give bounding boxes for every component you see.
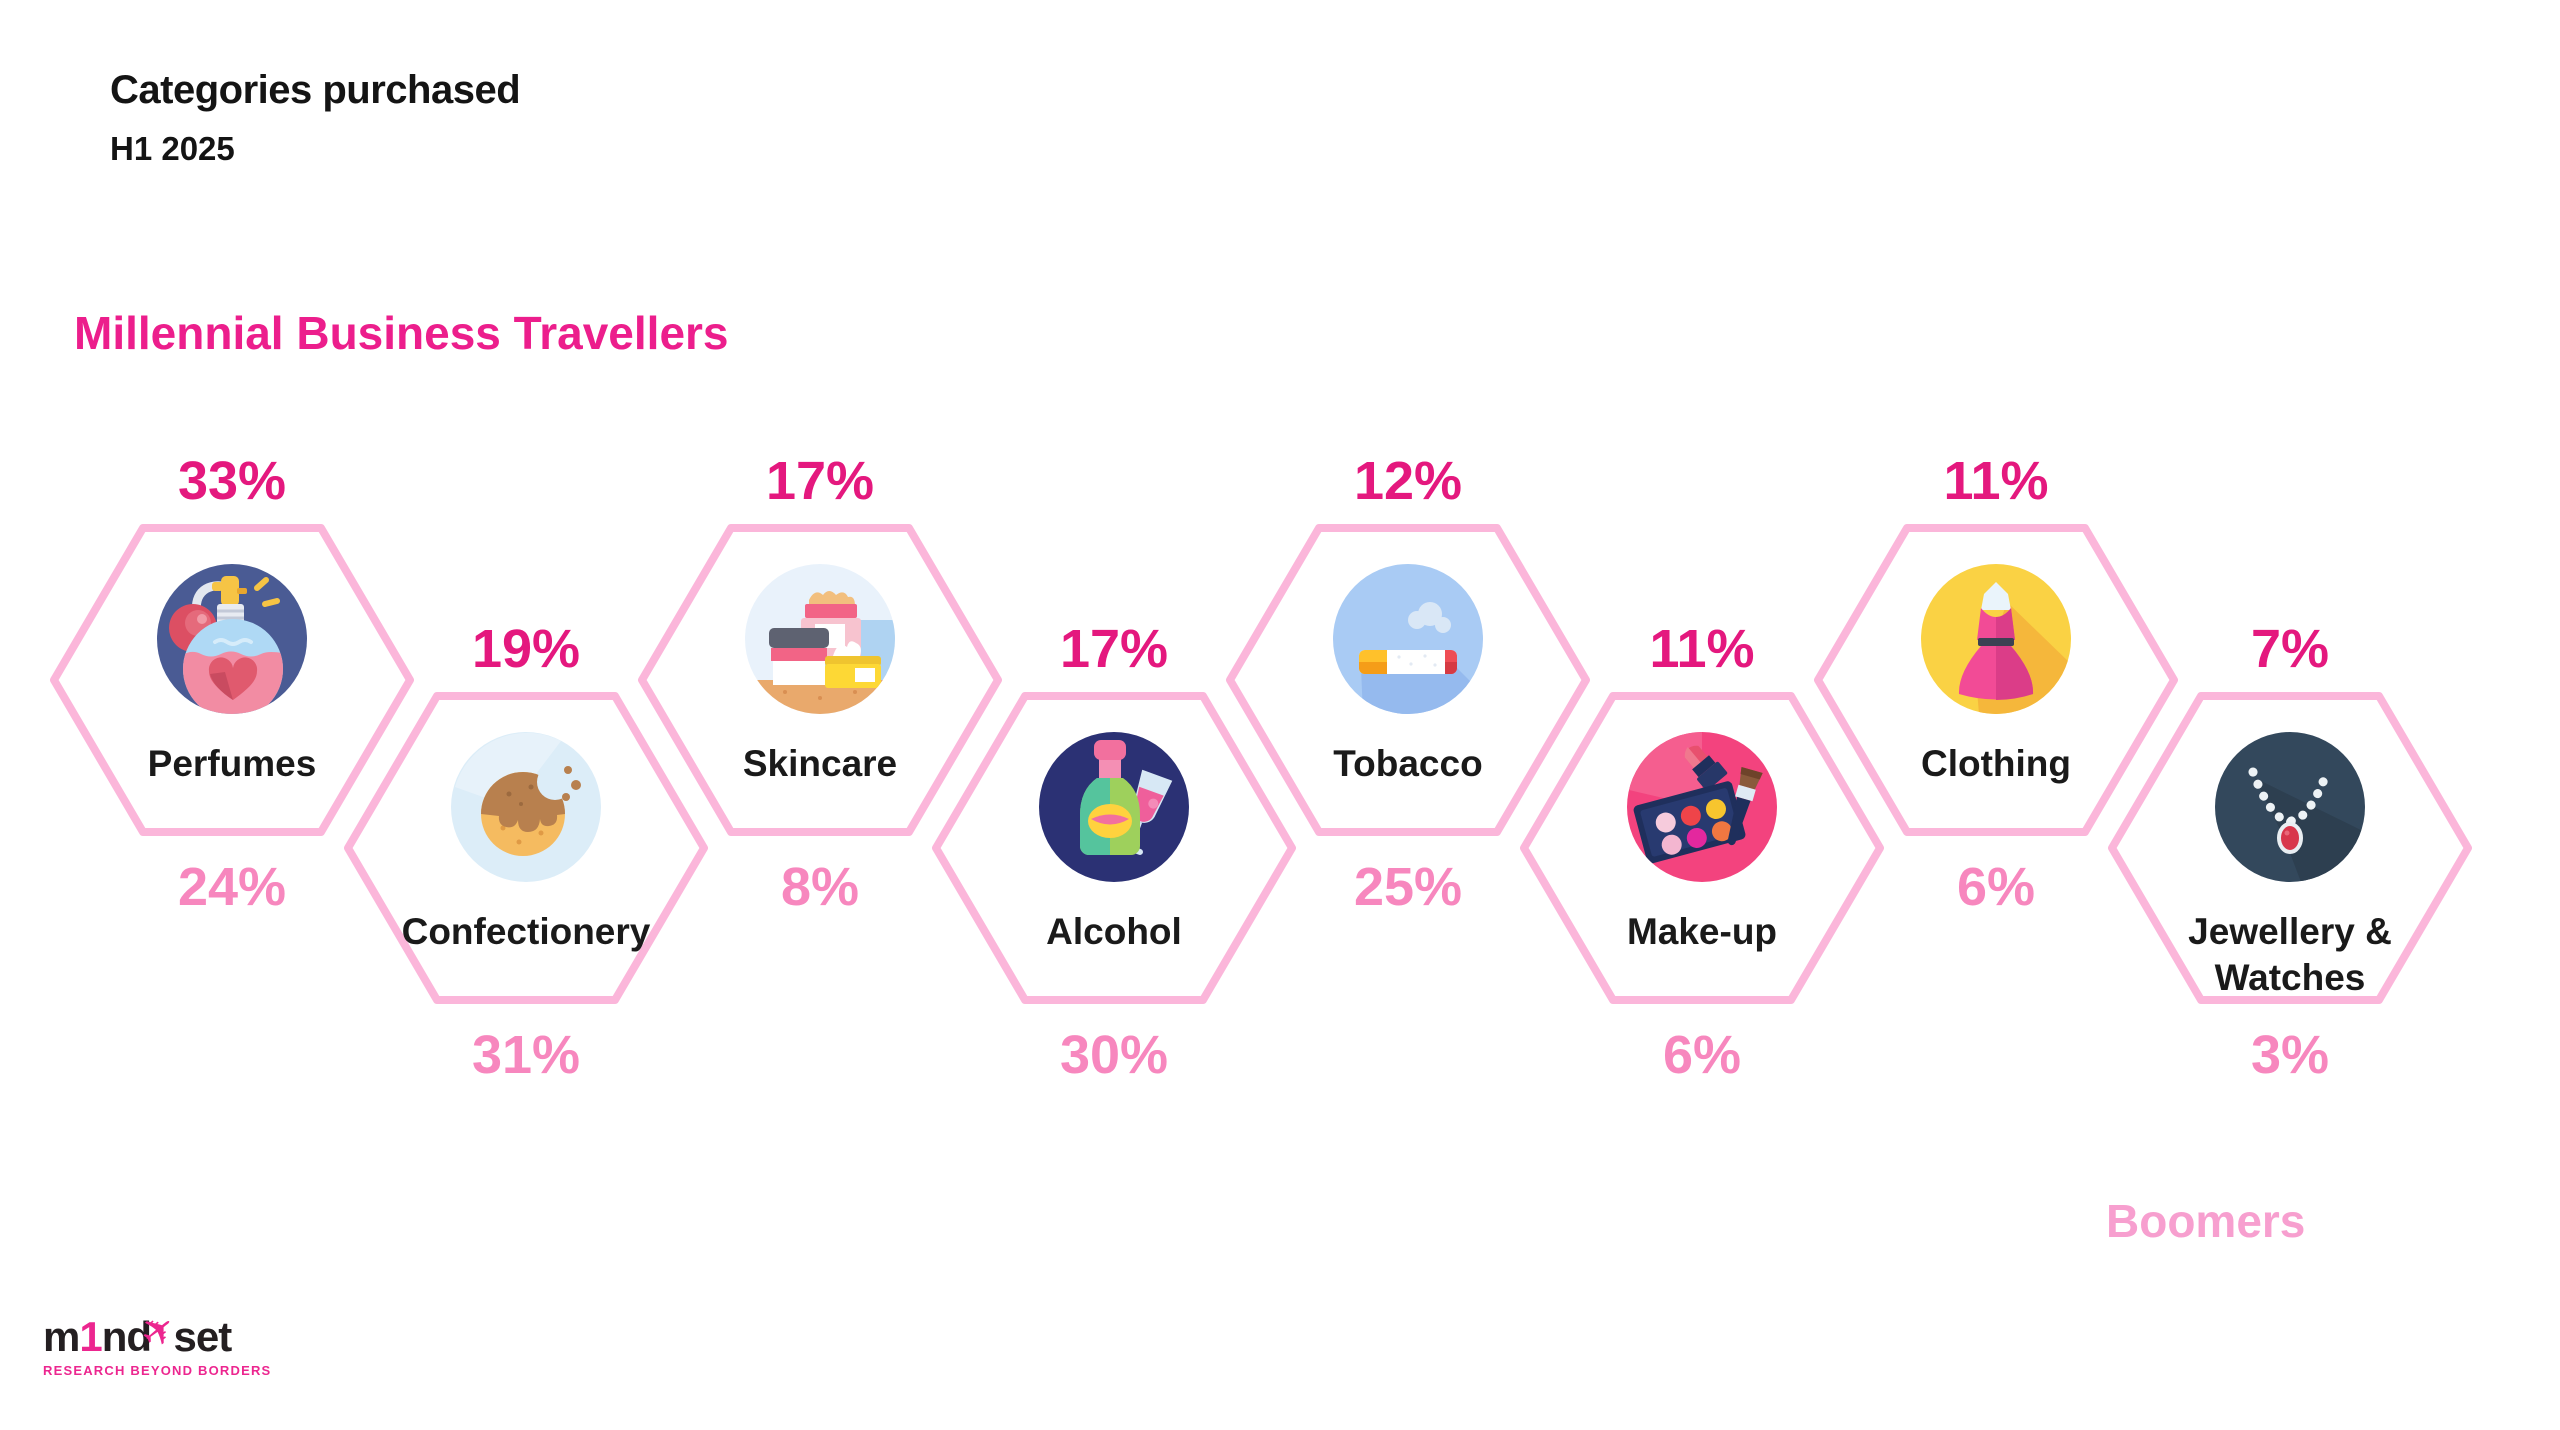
hex-cell-makeup: 11%	[1518, 619, 1886, 1085]
boomers-pct: 6%	[1956, 857, 2036, 917]
champagne-icon	[1039, 732, 1189, 882]
logo-text: m	[43, 1313, 80, 1360]
millennial-pct: 19%	[471, 619, 581, 679]
series-label-boomers: Boomers	[2106, 1195, 2306, 1247]
perfume-atomizer-icon	[157, 564, 307, 714]
category-label: Confectionery	[401, 911, 651, 952]
hex-cell-skincare: 17% Skincare	[636, 451, 1004, 917]
hex-cell-alcohol: 17% Alcohol	[930, 619, 1298, 1085]
boomers-pct: 30%	[1059, 1025, 1169, 1085]
category-label: Tobacco	[1333, 743, 1483, 784]
millennial-pct: 17%	[1059, 619, 1169, 679]
logo-text: nd	[101, 1313, 152, 1360]
category-label: Clothing	[1920, 743, 2071, 784]
series-label-millennial: Millennial Business Travellers	[74, 307, 729, 359]
hex-cell-clothing: 11% Clothing 6%	[1812, 451, 2180, 917]
hex-cell-confectionery: 19% Confectionery 31%	[342, 619, 710, 1085]
logo-digit: 1	[79, 1313, 102, 1360]
boomers-pct: 8%	[780, 857, 860, 917]
hex-cell-tobacco: 12% Tobacco 25%	[1224, 451, 1592, 917]
logo-text: set	[173, 1313, 233, 1360]
category-label: Skincare	[742, 743, 898, 784]
hex-cell-jewellery: 7% Jewellery & Watches 3%	[2106, 619, 2474, 1085]
category-label: Alcohol	[1046, 911, 1182, 952]
boomers-pct: 6%	[1662, 1025, 1742, 1085]
millennial-pct: 12%	[1353, 451, 1463, 511]
boomers-pct: 3%	[2250, 1025, 2330, 1085]
hex-cell-perfumes: 33%	[48, 451, 416, 917]
mindset-logo: m1nd✈set RESEARCH BEYOND BORDERS	[43, 1304, 272, 1378]
category-label: Perfumes	[147, 743, 317, 784]
cigarette-icon	[1333, 564, 1483, 714]
cosmetic-jars-icon	[745, 564, 895, 714]
millennial-pct: 33%	[177, 451, 287, 511]
millennial-pct: 7%	[2250, 619, 2330, 679]
makeup-icon	[1627, 732, 1777, 882]
logo-tagline: RESEARCH BEYOND BORDERS	[43, 1363, 272, 1378]
category-label: Jewellery & Watches	[2188, 911, 2392, 998]
millennial-pct: 11%	[1943, 451, 2049, 511]
necklace-icon	[2215, 732, 2365, 882]
cookie-icon	[451, 732, 601, 882]
dress-icon	[1921, 564, 2071, 714]
millennial-pct: 17%	[765, 451, 875, 511]
millennial-pct: 11%	[1649, 619, 1755, 679]
logo-wordmark: m1nd✈set	[43, 1304, 271, 1361]
boomers-pct: 31%	[471, 1025, 581, 1085]
page-title: Categories purchased	[110, 68, 521, 112]
page-subtitle: H1 2025	[110, 130, 235, 167]
category-label: Make-up	[1626, 911, 1778, 952]
boomers-pct: 25%	[1353, 857, 1463, 917]
boomers-pct: 24%	[177, 857, 287, 917]
